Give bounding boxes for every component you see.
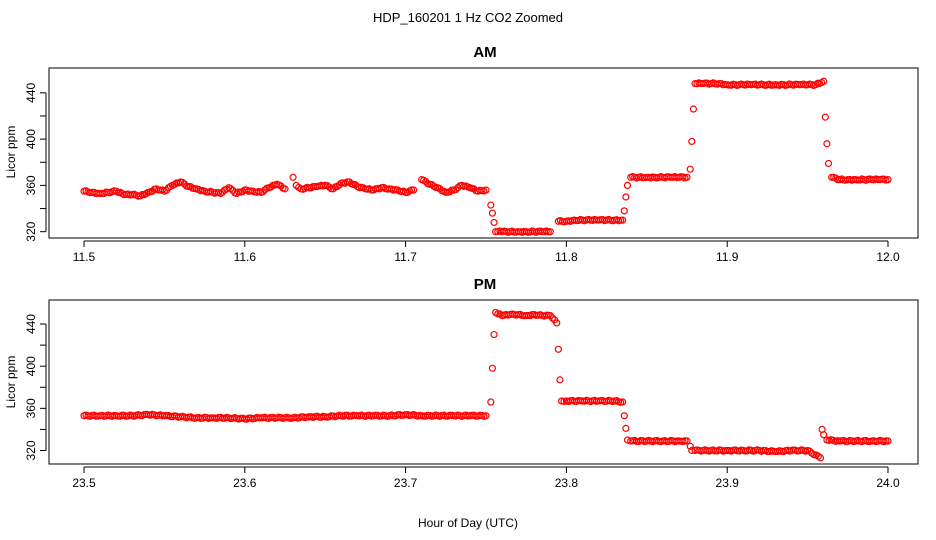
pm-data-point xyxy=(820,431,828,439)
am-data-point xyxy=(488,209,497,217)
am-panel: AM 11.5 11.6 11.7 11.8 11.9 12.0 320 360 400 440… xyxy=(4,44,919,264)
pm-data-point xyxy=(554,345,562,353)
am-x-tick-label: 11.9 xyxy=(716,250,739,264)
pm-panel-title: PM xyxy=(474,276,497,293)
am-panel-title: AM xyxy=(473,44,496,61)
pm-data-point xyxy=(683,437,691,445)
am-data-point xyxy=(186,182,195,191)
am-data-point xyxy=(261,186,269,194)
pm-plot-frame xyxy=(48,299,919,465)
pm-x-tick-label: 23.6 xyxy=(233,476,257,490)
pm-x-tick-label: 23.5 xyxy=(72,476,96,490)
pm-data-point xyxy=(556,376,564,384)
pm-data-point xyxy=(622,424,630,432)
am-data-point xyxy=(482,186,490,194)
am-x-tick-label: 11.6 xyxy=(234,250,257,264)
am-plot-frame xyxy=(48,67,919,239)
am-y-tick-label: 440 xyxy=(24,82,38,102)
am-x-tick-label: 11.8 xyxy=(555,250,578,264)
pm-x-tick-label: 23.9 xyxy=(716,476,740,490)
pm-y-tick-label: 360 xyxy=(24,398,38,418)
pm-data-points xyxy=(80,308,892,462)
pm-data-point xyxy=(686,442,694,450)
x-axis-label: Hour of Day (UTC) xyxy=(418,516,518,530)
am-y-axis-label: Licor ppm xyxy=(4,126,18,179)
am-data-point xyxy=(227,185,235,193)
pm-data-point xyxy=(884,437,892,445)
pm-y-axis-label: Licor ppm xyxy=(4,356,18,409)
am-data-point xyxy=(689,105,698,113)
pm-x-tick-label: 24.0 xyxy=(876,476,900,490)
am-data-point xyxy=(824,159,833,168)
pm-x-tick-label: 23.7 xyxy=(394,476,418,490)
am-x-tick-label: 11.5 xyxy=(73,250,96,264)
am-data-point xyxy=(446,188,454,196)
am-data-point xyxy=(619,216,627,224)
pm-data-point xyxy=(548,314,557,322)
am-data-point xyxy=(686,165,694,173)
am-y-tick-label: 360 xyxy=(24,175,38,195)
am-y-tick-label: 320 xyxy=(24,221,38,241)
am-data-point xyxy=(289,173,297,181)
am-data-point xyxy=(823,140,831,148)
am-data-point xyxy=(683,173,691,181)
am-x-tick-label: 12.0 xyxy=(876,250,900,264)
am-data-point xyxy=(452,185,460,194)
am-data-point xyxy=(622,193,630,201)
am-data-point xyxy=(233,189,241,198)
pm-data-point xyxy=(619,398,627,406)
pm-data-point xyxy=(553,319,561,327)
pm-data-point xyxy=(487,398,495,406)
am-data-point xyxy=(623,181,632,189)
am-data-point xyxy=(620,207,628,215)
pm-y-tick-label: 320 xyxy=(24,440,38,460)
am-y-tick-label: 400 xyxy=(24,129,38,149)
pm-data-point xyxy=(620,412,628,420)
pm-panel: PM 23.5 23.6 23.7 23.8 23.9 24.0 320 360 400 440… xyxy=(4,276,919,490)
am-y-axis: 320 360 400 440 xyxy=(24,82,47,242)
pm-data-point xyxy=(806,447,814,455)
pm-data-point xyxy=(688,446,696,455)
pm-data-point xyxy=(623,436,632,444)
am-data-point xyxy=(178,178,187,187)
pm-data-point xyxy=(488,364,497,372)
am-data-point xyxy=(546,228,554,236)
pm-y-tick-label: 440 xyxy=(24,314,38,334)
am-data-point xyxy=(259,188,267,196)
am-data-point xyxy=(490,218,498,227)
am-data-point xyxy=(487,201,495,209)
am-data-points xyxy=(80,77,892,236)
figure-title: HDP_160201 1 Hz CO2 Zoomed xyxy=(373,10,563,25)
pm-data-point xyxy=(816,454,825,462)
am-data-point xyxy=(184,182,193,191)
pm-x-axis: 23.5 23.6 23.7 23.8 23.9 24.0 xyxy=(72,466,900,490)
pm-data-point xyxy=(482,412,490,420)
am-data-point xyxy=(820,77,828,85)
pm-data-point xyxy=(490,330,498,339)
pm-x-tick-label: 23.8 xyxy=(555,476,579,490)
pm-y-axis: 320 360 400 440 xyxy=(24,314,47,461)
am-x-axis: 11.5 11.6 11.7 11.8 11.9 12.0 xyxy=(73,240,900,264)
am-data-point xyxy=(821,113,829,121)
am-data-point xyxy=(267,183,275,191)
am-data-point xyxy=(884,176,892,184)
pm-y-tick-label: 400 xyxy=(24,356,38,376)
am-data-point xyxy=(281,185,289,193)
am-data-point xyxy=(410,186,418,194)
am-x-tick-label: 11.7 xyxy=(394,250,417,264)
am-data-point xyxy=(688,137,696,146)
